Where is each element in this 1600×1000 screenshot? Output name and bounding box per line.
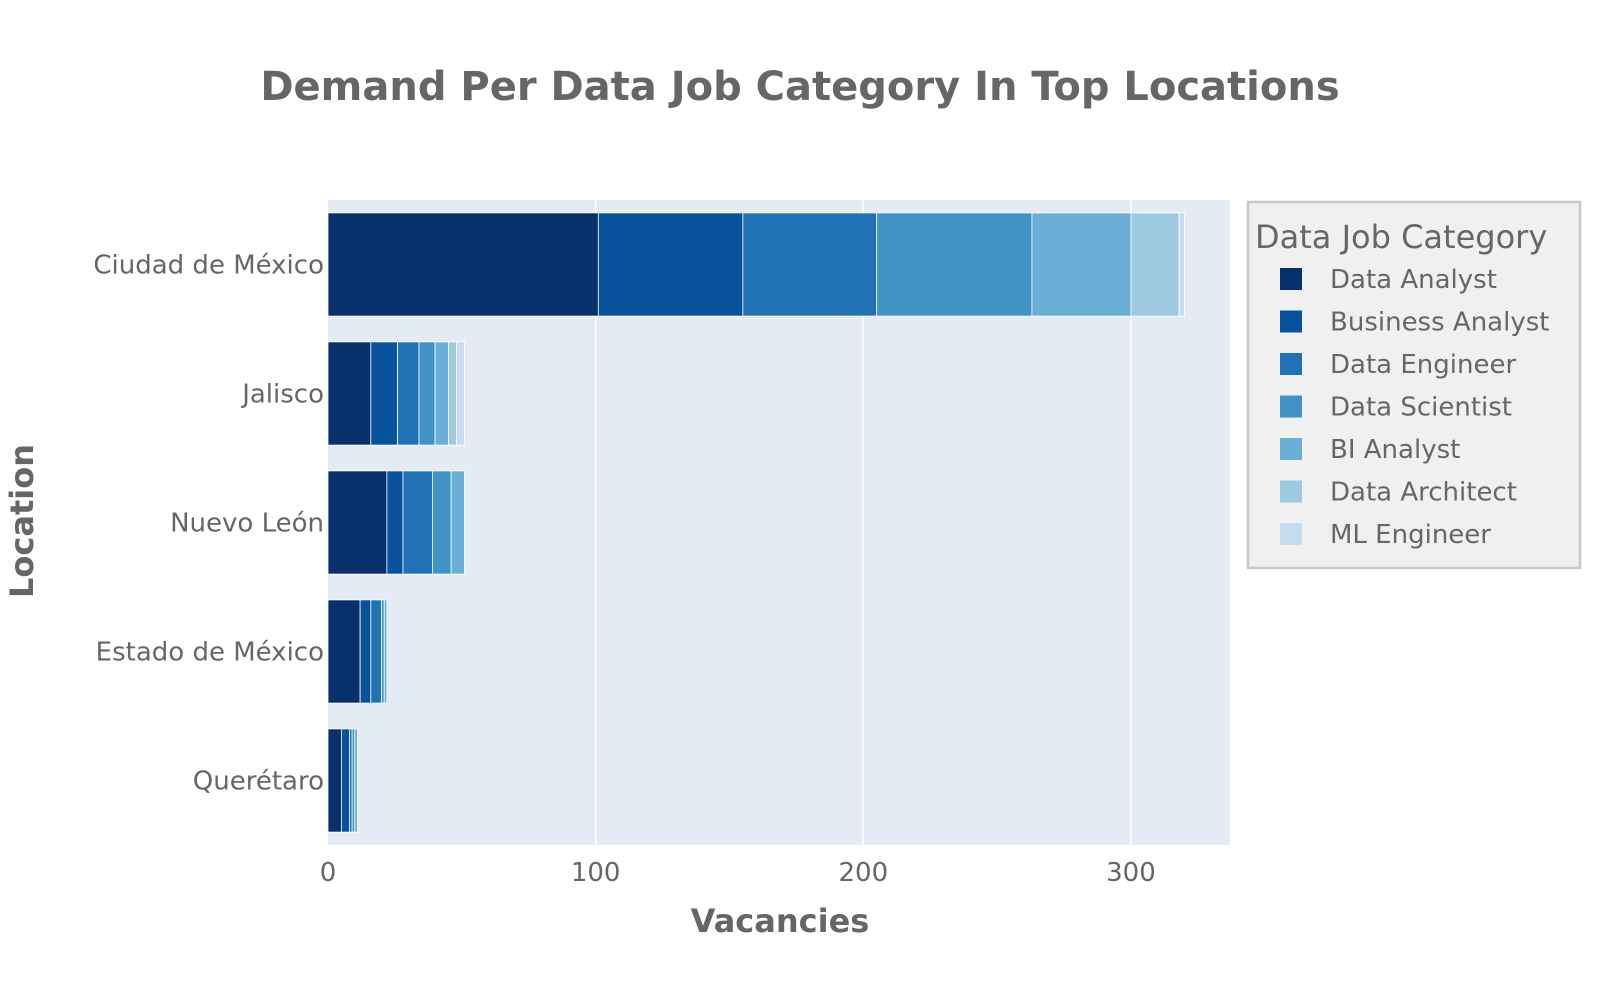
legend-swatch-4[interactable]: [1280, 438, 1302, 460]
legend-label-0[interactable]: Data Analyst: [1330, 265, 1497, 295]
legend-items[interactable]: Data Analyst Business Analyst Data Enginee…: [1280, 265, 1549, 550]
bar-4-2[interactable]: [349, 728, 353, 833]
y-tick-label-4: Querétaro: [193, 767, 324, 797]
bar-4-3[interactable]: [351, 728, 356, 833]
legend-label-6[interactable]: ML Engineer: [1330, 520, 1491, 550]
y-tick-label-0: Ciudad de México: [93, 251, 324, 281]
bar-2-4[interactable]: [450, 470, 465, 575]
bar-1-2[interactable]: [397, 341, 420, 446]
x-tick-label-200: 200: [838, 858, 888, 888]
bar-1-1[interactable]: [370, 341, 398, 446]
x-axis-title: Vacancies: [691, 902, 870, 940]
legend-swatch-1[interactable]: [1280, 310, 1302, 333]
bar-4-1[interactable]: [340, 728, 350, 833]
legend-box: [1246, 200, 1582, 570]
x-tick-label-300: 300: [1106, 858, 1156, 888]
bar-2-1[interactable]: [386, 470, 404, 575]
bar-2-0[interactable]: [327, 470, 388, 575]
legend-label-2[interactable]: Data Engineer: [1330, 350, 1516, 380]
bar-0-6[interactable]: [1178, 212, 1185, 317]
y-tick-label-3: Estado de México: [96, 638, 324, 668]
bar-3-4[interactable]: [383, 599, 388, 704]
legend-swatch-0[interactable]: [1280, 268, 1302, 290]
bar-0-0[interactable]: [327, 212, 599, 317]
y-tick-label-1: Jalisco: [240, 380, 324, 410]
bars: [327, 212, 1185, 833]
legend-swatch-6[interactable]: [1280, 523, 1302, 545]
bar-1-6[interactable]: [456, 341, 465, 446]
y-axis-ticks: Ciudad de México Jalisco Nuevo León Estado …: [93, 251, 324, 797]
legend-label-3[interactable]: Data Scientist: [1330, 393, 1512, 423]
bar-3-2[interactable]: [370, 599, 382, 704]
legend-title: Data Job Category: [1255, 218, 1547, 256]
bar-3-1[interactable]: [359, 599, 372, 704]
bar-0-4[interactable]: [1031, 212, 1132, 317]
legend[interactable]: Data Job Category Data Analyst Business A…: [1246, 200, 1582, 570]
y-axis-title: Location: [3, 444, 41, 598]
chart-title: Demand Per Data Job Category In Top Loca…: [260, 64, 1339, 110]
bar-0-5[interactable]: [1130, 212, 1180, 317]
legend-label-5[interactable]: Data Architect: [1330, 478, 1517, 508]
bar-4-0[interactable]: [327, 728, 342, 833]
bar-1-3[interactable]: [418, 341, 436, 446]
bar-2-2[interactable]: [402, 470, 433, 575]
bar-1-4[interactable]: [434, 341, 449, 446]
bar-3-3[interactable]: [381, 599, 385, 704]
bar-2-3[interactable]: [431, 470, 452, 575]
bar-1-0[interactable]: [327, 341, 372, 446]
x-tick-label-0: 0: [320, 858, 337, 888]
bar-4-4[interactable]: [354, 728, 358, 833]
legend-swatch-2[interactable]: [1280, 353, 1302, 375]
y-tick-label-2: Nuevo León: [170, 509, 324, 539]
legend-label-4[interactable]: BI Analyst: [1330, 435, 1460, 465]
bar-0-1[interactable]: [597, 212, 744, 317]
bar-0-2[interactable]: [742, 212, 878, 317]
legend-swatch-3[interactable]: [1280, 395, 1302, 418]
legend-swatch-5[interactable]: [1280, 480, 1302, 503]
bar-1-5[interactable]: [448, 341, 457, 446]
x-axis-ticks: 0 100 200 300: [320, 858, 1156, 888]
bar-3-0[interactable]: [327, 599, 361, 704]
x-tick-label-100: 100: [571, 858, 621, 888]
legend-label-1[interactable]: Business Analyst: [1330, 308, 1549, 338]
bar-0-3[interactable]: [876, 212, 1033, 317]
